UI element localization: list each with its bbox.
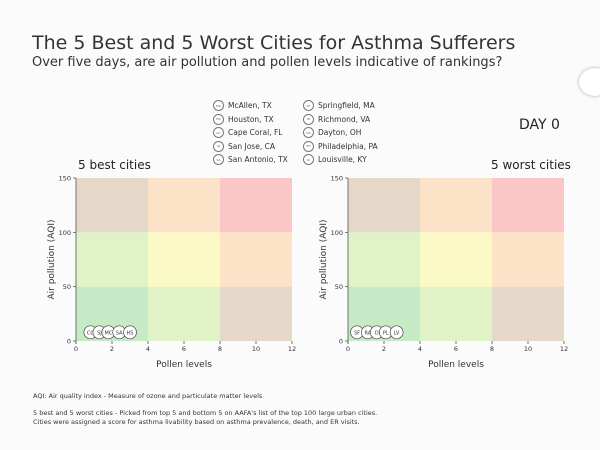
chart-title-best: 5 best cities (78, 158, 151, 172)
x-axis-label: Pollen levels (156, 360, 212, 370)
y-tick-label: 150 (59, 175, 71, 183)
legend-marker: DA (303, 127, 314, 139)
legend-label: Richmond, VA (318, 114, 371, 124)
footer-note-score: Cities were assigned a score for asthma … (33, 418, 360, 426)
legend-marker: LV (303, 154, 314, 166)
zone-rect (76, 178, 148, 233)
legend-marker: SA (213, 154, 224, 166)
legend-best: MA McAllen, TX HO Houston, TX CC Cape Co… (213, 99, 288, 167)
city-marker-label: MC (104, 330, 112, 336)
city-marker-label: HS (127, 330, 134, 336)
x-tick-label: 8 (218, 345, 222, 353)
zone-rect (76, 232, 148, 287)
y-axis-label: Air pollution (AQI) (47, 219, 57, 299)
legend-marker: SF (303, 100, 314, 112)
zone-rect (220, 178, 292, 233)
x-tick-label: 10 (252, 345, 260, 353)
legend-item: LV Louisville, KY (303, 153, 378, 167)
legend-label: McAllen, TX (228, 101, 272, 111)
zone-rect (220, 232, 292, 287)
chart-title-worst: 5 worst cities (491, 158, 571, 172)
city-marker-label: SA (116, 330, 123, 336)
zone-rect (148, 286, 220, 341)
legend-item: SF Springfield, MA (303, 99, 378, 113)
city-marker (123, 325, 137, 340)
city-point: HS (123, 325, 137, 340)
legend-label: Louisville, KY (318, 155, 367, 165)
y-tick-label: 50 (63, 283, 71, 291)
legend-label: Houston, TX (228, 114, 274, 124)
legend-item: SA San Antonio, TX (213, 153, 288, 167)
y-tick-label: 100 (59, 229, 71, 237)
legend-item: HO Houston, TX (213, 113, 288, 127)
legend-marker: PH (303, 140, 314, 152)
legend-label: Cape Coral, FL (228, 128, 283, 138)
footer-note-aqi: AQI: Air quality index - Measure of ozon… (33, 392, 263, 400)
legend-label: Philadelphia, PA (318, 141, 378, 151)
legend-marker: SJ (213, 140, 224, 152)
footer-note-selection: 5 best and 5 worst cities - Picked from … (33, 409, 378, 417)
y-tick-label: 0 (67, 338, 71, 346)
x-tick-label: 6 (182, 345, 186, 353)
x-tick-label: 12 (288, 345, 296, 353)
legend-label: San Antonio, TX (228, 155, 288, 165)
chart-subtitle: Over five days, are air pollution and po… (32, 55, 503, 70)
legend-label: Springfield, MA (318, 101, 375, 111)
zone-rect (220, 286, 292, 341)
legend-item: DA Dayton, OH (303, 126, 378, 140)
legend-worst: SF Springfield, MA RI Richmond, VA DA Da… (303, 99, 378, 167)
legend-item: CC Cape Coral, FL (213, 126, 288, 140)
legend-label: Dayton, OH (318, 128, 362, 138)
zone-rect (148, 232, 220, 287)
city-marker-label: CC (87, 330, 94, 336)
legend-marker: CC (213, 127, 224, 139)
legend-item: MA McAllen, TX (213, 99, 288, 113)
chart-title: The 5 Best and 5 Worst Cities for Asthma… (32, 32, 516, 54)
zone-rect (148, 178, 220, 233)
day-label: DAY 0 (519, 117, 560, 133)
city-marker-label: SJ (97, 330, 102, 336)
x-tick-label: 2 (110, 345, 114, 353)
x-tick-label: 0 (74, 345, 78, 353)
legend-item: RI Richmond, VA (303, 113, 378, 127)
scroll-button[interactable] (579, 68, 600, 96)
legend-marker: MA (213, 100, 224, 112)
legend-marker: RI (303, 113, 314, 125)
legend-label: San Jose, CA (228, 141, 275, 151)
legend-marker: HO (213, 113, 224, 125)
x-tick-label: 4 (146, 345, 150, 353)
legend-item: PH Philadelphia, PA (303, 140, 378, 154)
legend-item: SJ San Jose, CA (213, 140, 288, 154)
